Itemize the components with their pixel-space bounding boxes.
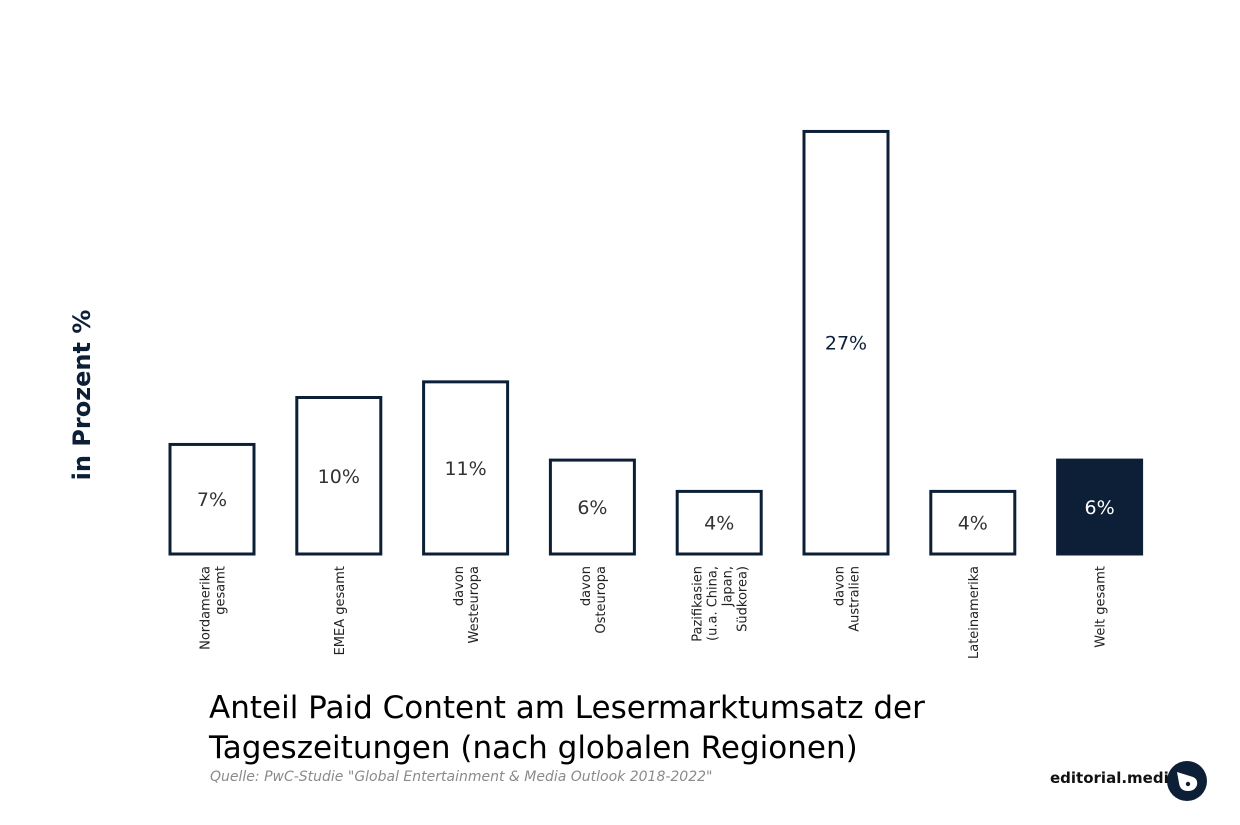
category-label-3-line-1: davon — [452, 566, 467, 606]
category-label-5-line-2: (u.a. China, — [706, 566, 721, 641]
y-axis-label: in Prozent % — [68, 309, 96, 481]
bar-1 — [168, 442, 256, 556]
category-label-1-line-1: Nordamerika — [199, 566, 214, 650]
category-label-4-line-2: Osteuropa — [594, 566, 609, 634]
bar-4 — [548, 458, 636, 556]
bar-value-label-7: 4% — [958, 513, 988, 535]
bar-2 — [295, 396, 383, 556]
chart-title-line-1: Anteil Paid Content am Lesermarktumsatz … — [209, 690, 925, 726]
bar-value-label-8: 6% — [1085, 497, 1115, 519]
source-note: Quelle: PwC-Studie "Global Entertainment… — [210, 769, 713, 785]
category-label-5: Pazifikasien (u.a. China, Japan, Südkorea) — [691, 566, 751, 642]
bar-7 — [929, 489, 1017, 556]
bar-value-label-2: 10% — [318, 466, 360, 488]
chart-title-line-2: Tageszeitungen (nach globalen Regionen) — [209, 730, 858, 766]
category-label-5-line-1: Pazifikasien — [691, 566, 706, 642]
bar-value-label-5: 4% — [704, 513, 734, 535]
category-label-1: Nordamerika gesamt — [199, 566, 229, 650]
chart-title: Anteil Paid Content am Lesermarktumsatz … — [209, 688, 969, 768]
category-label-6: davon Australien — [833, 566, 863, 632]
category-label-8: Welt gesamt — [1094, 566, 1109, 648]
category-label-3-line-2: Westeuropa — [467, 566, 482, 643]
brand-name: editorial.media — [1050, 769, 1179, 787]
category-label-1-line-2: gesamt — [214, 566, 229, 615]
category-label-3: davon Westeuropa — [452, 566, 482, 643]
category-label-5-line-4: Südkorea) — [736, 566, 751, 632]
category-label-4-line-1: davon — [579, 566, 594, 606]
category-label-7-line-1: Lateinamerika — [967, 566, 982, 659]
bar-3 — [422, 380, 510, 556]
bar-value-label-6: 27% — [825, 333, 867, 355]
category-label-4: davon Osteuropa — [579, 566, 609, 634]
bar-value-label-3: 11% — [444, 458, 486, 480]
bar-6 — [802, 129, 890, 556]
bar-value-label-4: 6% — [577, 497, 607, 519]
category-label-6-line-1: davon — [833, 566, 848, 606]
category-label-8-line-1: Welt gesamt — [1094, 566, 1109, 648]
category-label-6-line-2: Australien — [848, 566, 863, 632]
category-label-5-line-3: Japan, — [721, 566, 736, 607]
category-label-2-line-1: EMEA gesamt — [333, 566, 348, 655]
bar-8 — [1056, 458, 1144, 556]
bar-value-label-1: 7% — [197, 489, 227, 511]
editorial-media-logo-icon — [1167, 761, 1207, 801]
category-label-2: EMEA gesamt — [333, 566, 348, 655]
category-label-7: Lateinamerika — [967, 566, 982, 659]
bar-5 — [675, 489, 763, 556]
